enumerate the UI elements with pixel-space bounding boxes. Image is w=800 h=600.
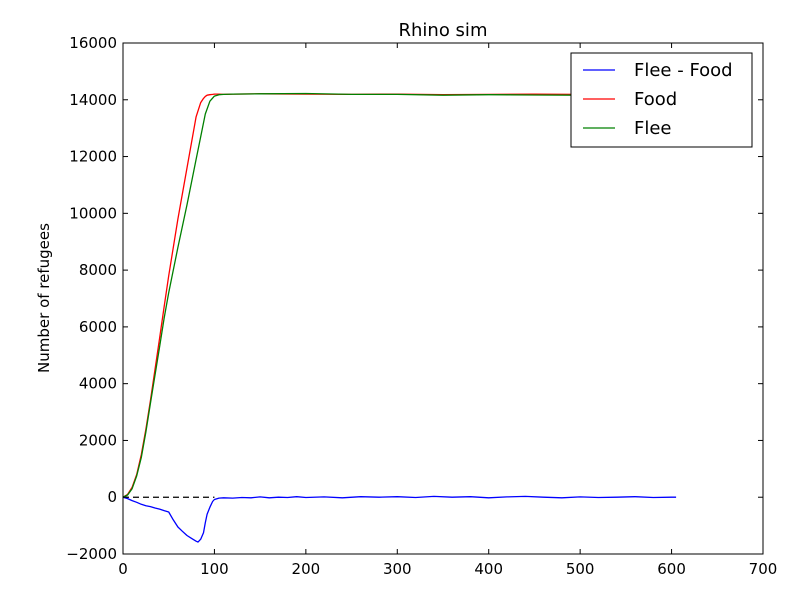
y-tick-label: 16000 — [69, 34, 117, 52]
legend-label-2: Flee — [634, 118, 672, 139]
x-tick-label: 400 — [474, 560, 503, 578]
legend-label-0: Flee - Food — [634, 60, 733, 81]
chart-title: Rhino sim — [399, 20, 488, 41]
y-tick-label: 8000 — [79, 261, 117, 279]
series-line-0 — [122, 495, 677, 543]
series-layer — [122, 92, 677, 543]
x-tick-label: 700 — [749, 560, 778, 578]
series-line-2 — [122, 92, 645, 498]
x-tick-label: 200 — [292, 560, 321, 578]
y-tick-label: 14000 — [69, 91, 117, 109]
y-tick-label: 10000 — [69, 204, 117, 222]
x-tick-label: 600 — [657, 560, 686, 578]
y-tick-label: 4000 — [79, 375, 117, 393]
series-line-1 — [122, 93, 645, 498]
y-tick-label: 2000 — [79, 431, 117, 449]
y-tick-label: 12000 — [69, 148, 117, 166]
legend: Flee - Food Food Flee — [570, 52, 753, 148]
legend-box — [570, 52, 753, 148]
x-tick-label: 300 — [383, 560, 412, 578]
legend-label-1: Food — [634, 89, 677, 110]
x-tick-label: 100 — [200, 560, 229, 578]
x-tick-label: 0 — [118, 560, 128, 578]
plot-area-frame — [122, 42, 764, 555]
ticks-layer: 0 100 200 300 400 500 600 700−20000200040006000… — [66, 34, 777, 578]
y-tick-label: 6000 — [79, 318, 117, 336]
y-tick-label: −2000 — [66, 545, 117, 563]
y-tick-label: 0 — [107, 488, 117, 506]
x-tick-label: 500 — [566, 560, 595, 578]
y-axis-title: Number of refugees — [35, 223, 53, 373]
